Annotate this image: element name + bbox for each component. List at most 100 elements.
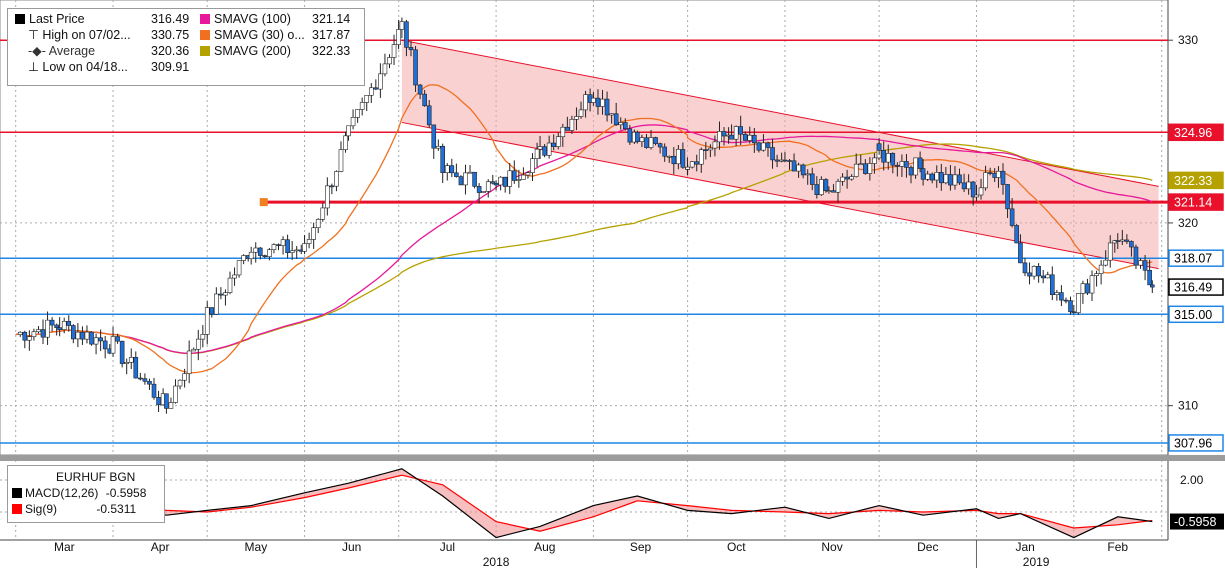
x-month-label: Nov bbox=[821, 540, 842, 554]
candle-body bbox=[1103, 259, 1108, 266]
candle-body bbox=[1150, 284, 1155, 288]
candle-body bbox=[908, 167, 914, 176]
candle-body bbox=[142, 378, 148, 382]
candle-body bbox=[1133, 246, 1139, 266]
candle-body bbox=[534, 148, 540, 159]
candle-body bbox=[156, 397, 161, 406]
candle-body bbox=[382, 63, 388, 75]
candle-body bbox=[1018, 242, 1023, 264]
candle-body bbox=[1068, 300, 1073, 313]
x-month-label: Jun bbox=[342, 540, 361, 554]
candle-body bbox=[119, 340, 125, 364]
candle-body bbox=[168, 402, 174, 409]
candle-body bbox=[831, 190, 836, 193]
smavg100-value: 321.14 bbox=[312, 12, 351, 26]
candle-body bbox=[703, 149, 709, 152]
candle-body bbox=[952, 174, 958, 186]
candle-body bbox=[1129, 241, 1134, 248]
macd-tick-label: 2.00 bbox=[1180, 473, 1204, 487]
candle-body bbox=[835, 181, 841, 193]
candle-body bbox=[248, 251, 254, 260]
candle-body bbox=[110, 336, 116, 354]
x-month-label: Mar bbox=[54, 540, 75, 554]
candle-body bbox=[511, 170, 517, 181]
candle-body bbox=[36, 329, 41, 333]
x-month-label: Oct bbox=[727, 540, 746, 554]
candle-body bbox=[1115, 240, 1121, 242]
candle-body bbox=[546, 142, 552, 156]
level-label-box bbox=[1168, 305, 1224, 324]
x-month-label: Feb bbox=[1107, 540, 1128, 554]
candle-body bbox=[115, 336, 120, 342]
candle-body bbox=[262, 255, 268, 258]
candle-body bbox=[939, 172, 944, 184]
legend-smavg100: SMAVG (100) bbox=[200, 12, 291, 27]
candle-body bbox=[613, 113, 619, 126]
x-year-label: 2019 bbox=[1023, 555, 1050, 568]
candle-body bbox=[223, 292, 228, 296]
candle-body bbox=[89, 331, 94, 345]
candle-body bbox=[761, 142, 766, 151]
candle-body bbox=[498, 176, 503, 186]
price-legend: Last Price 316.49 ⊤ High on 07/02... 330… bbox=[7, 8, 365, 86]
macd-fill bbox=[15, 468, 1153, 538]
x-month-label: Dec bbox=[917, 540, 938, 554]
candle-body bbox=[537, 146, 543, 150]
candle-body bbox=[925, 173, 930, 180]
candle-body bbox=[350, 117, 356, 127]
candle-body bbox=[490, 181, 496, 184]
candle-body bbox=[957, 174, 962, 184]
candle-body bbox=[253, 247, 259, 253]
candle-body bbox=[1000, 170, 1006, 185]
candle-body bbox=[373, 87, 379, 90]
candle-body bbox=[426, 105, 432, 126]
candle-body bbox=[1040, 275, 1046, 279]
candle-body bbox=[302, 243, 307, 252]
candle-body bbox=[948, 174, 953, 186]
candle-body bbox=[782, 159, 788, 162]
candle-body bbox=[653, 137, 658, 144]
level-start-marker bbox=[259, 198, 268, 207]
candle-body bbox=[542, 146, 547, 156]
candle-body bbox=[961, 182, 967, 190]
candle-body bbox=[454, 172, 459, 177]
candle-body bbox=[574, 116, 579, 120]
candle-body bbox=[191, 348, 197, 352]
sig-swatch bbox=[12, 504, 22, 514]
candle-body bbox=[98, 337, 103, 342]
legend-smavg200: SMAVG (200) bbox=[200, 44, 291, 59]
candle-body bbox=[359, 102, 365, 110]
candle-body bbox=[899, 161, 905, 167]
candle-body bbox=[399, 21, 405, 30]
candle-body bbox=[71, 325, 76, 340]
candle-body bbox=[1022, 262, 1028, 274]
candle-body bbox=[1120, 239, 1125, 242]
candle-body bbox=[671, 155, 677, 165]
candle-body bbox=[600, 98, 605, 107]
candle-body bbox=[93, 337, 99, 345]
level-label-box bbox=[1168, 193, 1224, 211]
signal-line bbox=[15, 474, 1153, 532]
candle-body bbox=[391, 44, 397, 58]
candle-body bbox=[844, 176, 850, 180]
candle-body bbox=[1080, 283, 1086, 294]
candle-body bbox=[890, 153, 896, 166]
candle-body bbox=[805, 173, 811, 176]
candle-body bbox=[54, 324, 59, 328]
candle-body bbox=[708, 147, 713, 151]
candle-body bbox=[22, 331, 28, 341]
macd-legend: EURHUF BGN MACD(12,26) -0.5958 Sig(9) -0… bbox=[7, 465, 165, 523]
candle-body bbox=[917, 157, 923, 169]
level-label-box bbox=[1168, 278, 1224, 296]
candle-body bbox=[1076, 293, 1081, 313]
candle-body bbox=[444, 165, 450, 173]
candle-body bbox=[289, 250, 295, 253]
candle-body bbox=[635, 131, 640, 142]
candle-body bbox=[133, 357, 139, 379]
high-value: 330.75 bbox=[151, 28, 190, 42]
candle-body bbox=[698, 149, 704, 165]
candle-body bbox=[742, 133, 748, 141]
x-month-label: Aug bbox=[534, 540, 555, 554]
legend-sig: Sig(9) -0.5311 bbox=[12, 502, 136, 517]
candle-body bbox=[1124, 239, 1130, 242]
